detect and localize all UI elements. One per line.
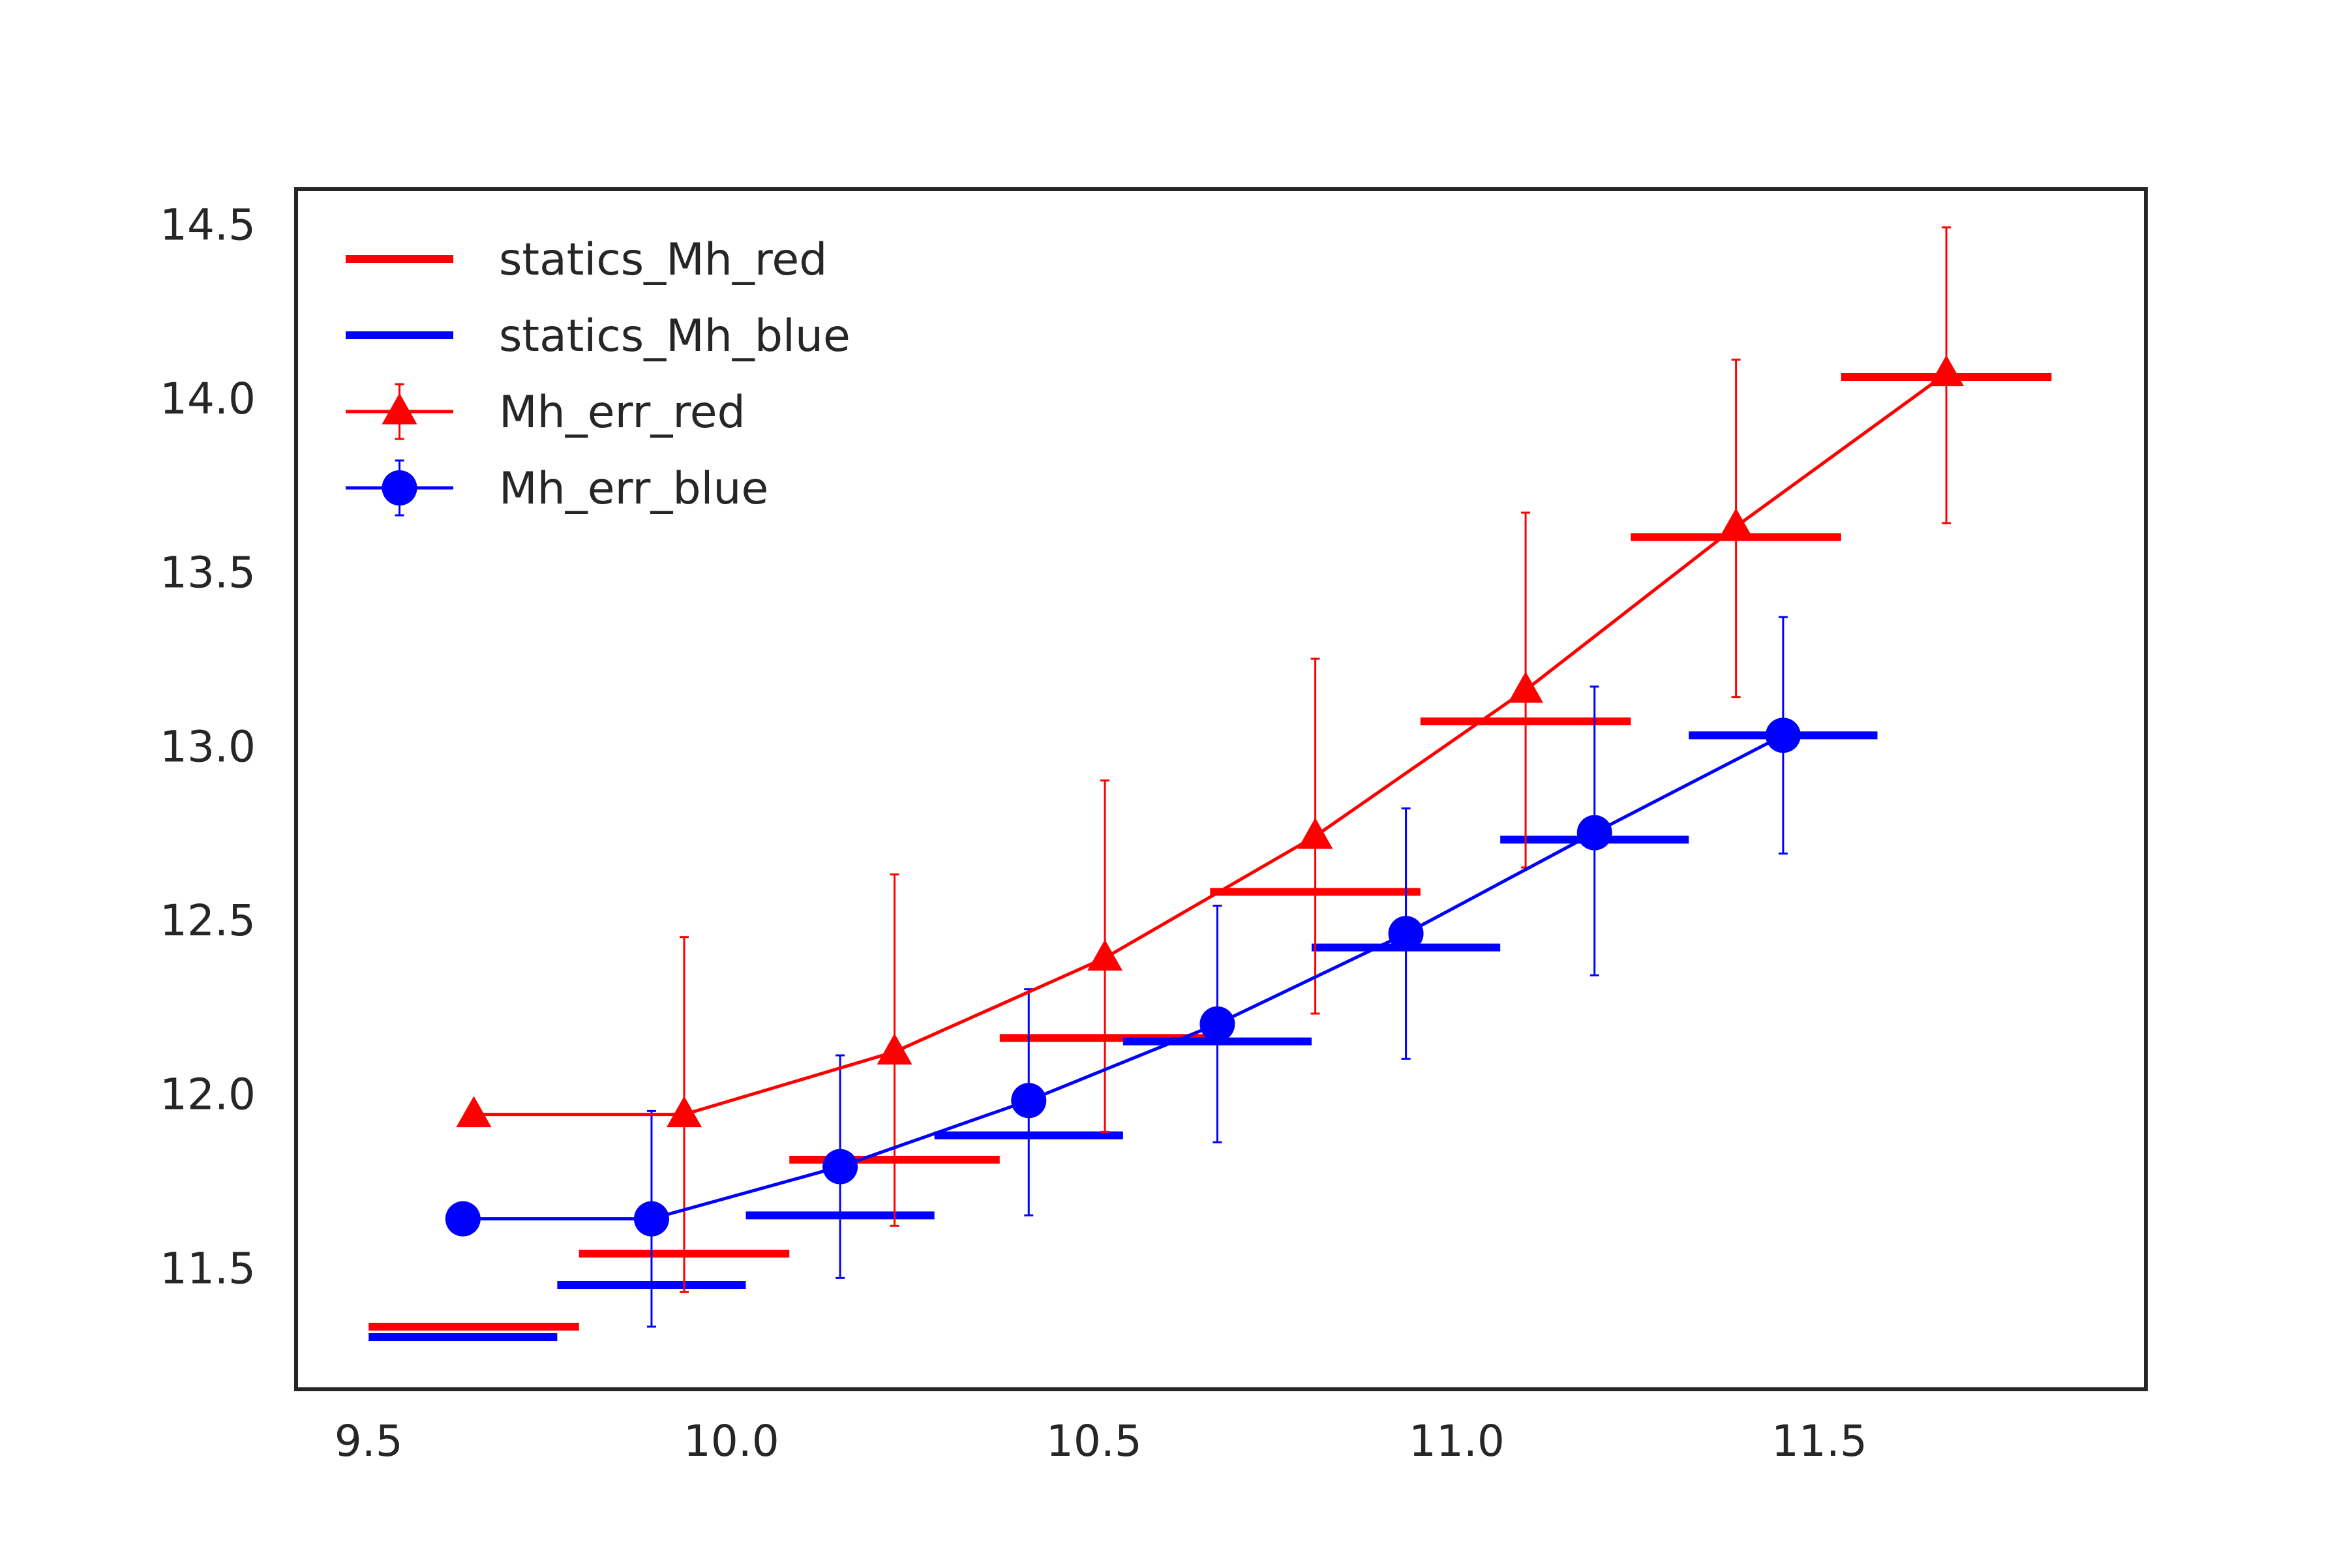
y-tick-label: 13.5: [160, 548, 256, 598]
y-tick-label: 11.5: [160, 1243, 256, 1293]
y-tick-label: 14.5: [160, 200, 256, 250]
data-point-blue: [1765, 717, 1801, 753]
data-point-blue: [822, 1149, 858, 1184]
series-line-red: [474, 372, 1948, 1117]
x-tick-label: 11.0: [1409, 1416, 1505, 1466]
legend-swatch-marker: [382, 393, 417, 425]
data-point-red: [1508, 671, 1544, 703]
data-point-red: [1087, 939, 1123, 971]
legend-label: Mh_err_red: [499, 387, 745, 438]
data-point-red: [667, 1096, 702, 1128]
x-tick-label: 9.5: [335, 1416, 403, 1466]
y-tick-label: 12.0: [160, 1070, 256, 1120]
data-point-red: [1297, 817, 1333, 849]
legend-label: statics_Mh_red: [499, 234, 827, 286]
data-point-red: [1929, 355, 1964, 387]
legend-label: statics_Mh_blue: [499, 310, 850, 362]
data-point-red: [456, 1096, 492, 1128]
y-tick-label: 14.0: [160, 374, 256, 424]
y-axis-ticks: 11.5 12.0 12.5 13.0 13.5 14.0 14.5: [160, 200, 256, 1293]
data-point-blue: [633, 1201, 669, 1237]
data-point-red: [877, 1033, 912, 1065]
data-point-red: [1718, 507, 1754, 539]
y-tick-label: 12.5: [160, 896, 256, 946]
data-point-blue: [1199, 1006, 1235, 1042]
series-lines-layer: [462, 372, 1948, 1221]
data-point-blue: [1388, 916, 1424, 952]
data-point-blue: [445, 1201, 481, 1237]
statics-layer: [369, 373, 2052, 1341]
legend-label: Mh_err_blue: [499, 463, 768, 515]
x-tick-label: 11.5: [1771, 1416, 1867, 1466]
legend-swatch-marker: [382, 470, 417, 505]
data-point-blue: [1011, 1083, 1047, 1119]
series-line-blue: [462, 734, 1784, 1221]
data-point-blue: [1576, 815, 1612, 851]
legend: statics_Mh_red statics_Mh_blue Mh_err_red M…: [346, 234, 850, 517]
markers-layer: [445, 355, 1964, 1237]
x-axis-ticks: 9.5 10.0 10.5 11.0 11.5: [335, 1416, 1867, 1466]
x-tick-label: 10.5: [1046, 1416, 1142, 1466]
x-tick-label: 10.0: [684, 1416, 779, 1466]
y-tick-label: 13.0: [160, 721, 256, 772]
plot-frame: [294, 187, 2148, 1391]
